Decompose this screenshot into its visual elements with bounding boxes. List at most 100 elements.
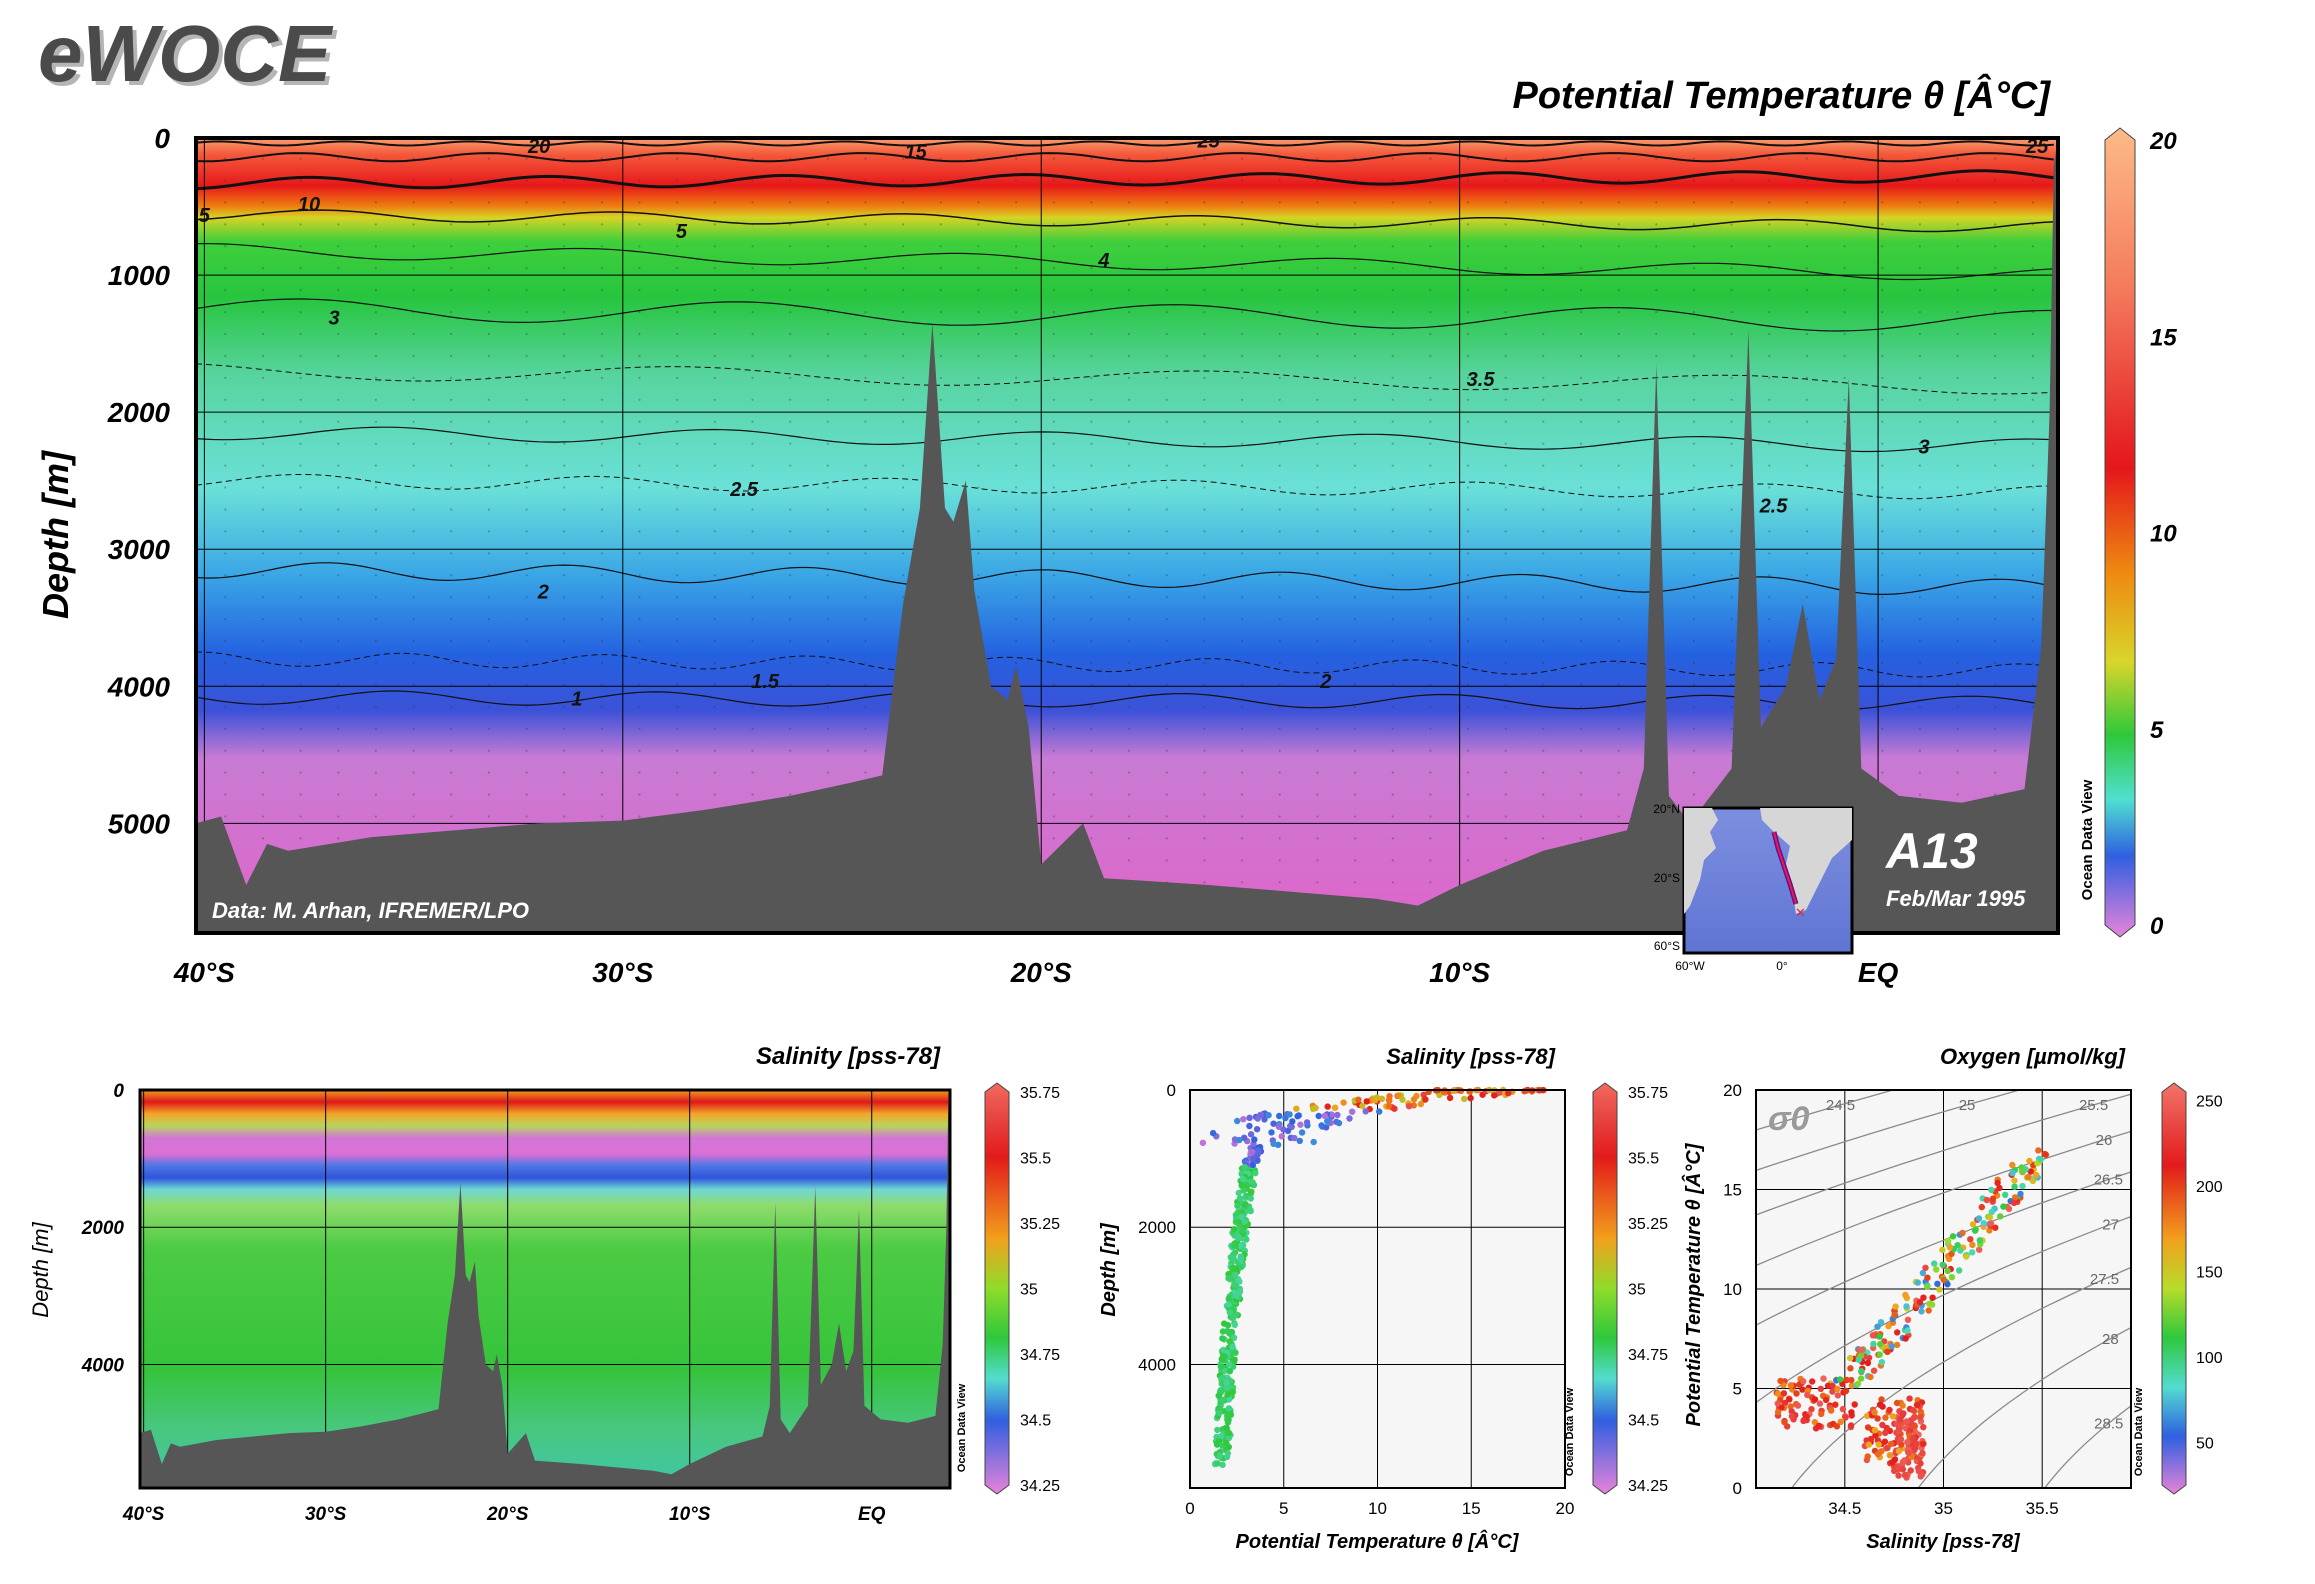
station-dot — [1391, 859, 1394, 862]
station-dot — [713, 245, 716, 248]
station-dot — [977, 398, 980, 401]
station-dot — [1128, 859, 1131, 862]
station-dot — [713, 267, 716, 270]
scatter-point — [1219, 1396, 1227, 1404]
station-dot — [487, 442, 490, 445]
scatter-point — [1909, 1407, 1917, 1414]
scatter-point — [1847, 1422, 1855, 1429]
scatter-point — [1241, 1218, 1248, 1225]
station-dot — [1617, 245, 1620, 248]
station-dot — [563, 398, 566, 401]
scatter-point — [1891, 1467, 1898, 1475]
station-dot — [412, 530, 415, 533]
station-dot — [1956, 793, 1959, 796]
scatter-point — [1882, 1429, 1889, 1437]
station-dot — [1015, 398, 1018, 401]
station-dot — [977, 508, 980, 511]
station-dot — [487, 508, 490, 511]
station-dot — [1692, 771, 1696, 774]
station-dot — [1956, 420, 1959, 423]
scatter-point — [1215, 1392, 1222, 1399]
station-dot — [1542, 683, 1545, 687]
station-dot — [638, 223, 641, 226]
station-dot — [902, 442, 905, 445]
station-dot — [299, 815, 302, 818]
station-dot — [751, 618, 754, 621]
station-dot — [1504, 245, 1507, 248]
station-dot — [1316, 464, 1319, 467]
scatter-point — [1980, 1220, 1987, 1227]
station-dot — [1542, 289, 1545, 292]
station-dot — [337, 245, 340, 248]
station-dot — [1165, 596, 1168, 599]
station-dot — [299, 749, 302, 752]
station-dot — [1278, 223, 1281, 226]
station-dot — [1881, 442, 1884, 445]
x-tick-label: 0 — [1185, 1499, 1194, 1518]
station-dot — [1165, 464, 1168, 467]
station-dot — [1843, 267, 1846, 270]
station-dot — [789, 398, 792, 401]
station-dot — [1165, 179, 1168, 182]
station-dot — [1768, 596, 1771, 599]
isopycnal-line — [1756, 1090, 2022, 1172]
station-dot — [1391, 749, 1394, 752]
station-dot — [1881, 464, 1884, 467]
station-dot — [487, 793, 490, 796]
scatter-point — [1234, 1117, 1241, 1125]
station-dot — [1015, 596, 1018, 599]
theta-depth-y-label: Depth [m] — [1098, 1222, 1120, 1317]
station-dot — [1918, 727, 1921, 730]
scatter-point — [1865, 1441, 1873, 1448]
scatter-point — [1467, 1094, 1474, 1102]
station-dot — [299, 683, 302, 687]
station-dot — [1843, 179, 1846, 182]
station-dot — [1128, 157, 1131, 160]
station-dot — [1956, 157, 1959, 160]
scatter-point — [1241, 1134, 1248, 1142]
station-dot — [826, 661, 829, 665]
station-dot — [864, 749, 867, 752]
station-dot — [1090, 289, 1093, 292]
station-dot — [1203, 837, 1206, 840]
station-dot — [1090, 420, 1093, 423]
station-dot — [1542, 420, 1545, 423]
station-dot — [1391, 771, 1394, 774]
scatter-point — [1237, 1242, 1244, 1250]
colorbar-tick-label: 34.5 — [1628, 1413, 1659, 1430]
station-dot — [638, 596, 641, 599]
station-dot — [1278, 859, 1281, 862]
station-dot — [450, 420, 453, 423]
station-dot — [1278, 683, 1281, 687]
station-dot — [1918, 793, 1921, 796]
station-dot — [1278, 289, 1281, 292]
station-dot — [261, 179, 264, 182]
station-dot — [1805, 486, 1808, 489]
station-dot — [1617, 552, 1620, 555]
station-dot — [1956, 311, 1959, 314]
station-dot — [1994, 683, 1997, 687]
station-dot — [1918, 530, 1921, 533]
scatter-point — [1804, 1391, 1811, 1399]
scatter-point — [1872, 1432, 1879, 1439]
station-dot — [1165, 661, 1168, 665]
station-dot — [1353, 749, 1357, 752]
station-dot — [299, 837, 302, 840]
scatter-point — [1216, 1452, 1224, 1460]
station-dot — [1429, 376, 1432, 379]
station-dot — [1429, 332, 1432, 336]
station-dot — [1203, 749, 1206, 752]
scatter-point — [1229, 1266, 1236, 1273]
contour-label: 15 — [905, 142, 928, 164]
station-dot — [1843, 201, 1846, 204]
station-dot — [1429, 486, 1432, 489]
y-tick-label: 0 — [1733, 1479, 1742, 1498]
station-dot — [261, 223, 264, 226]
station-dot — [412, 552, 415, 555]
station-dot — [1617, 486, 1620, 489]
scatter-point — [1879, 1403, 1886, 1410]
station-dot — [902, 596, 905, 599]
scatter-point — [1240, 1187, 1247, 1194]
station-dot — [789, 420, 792, 423]
